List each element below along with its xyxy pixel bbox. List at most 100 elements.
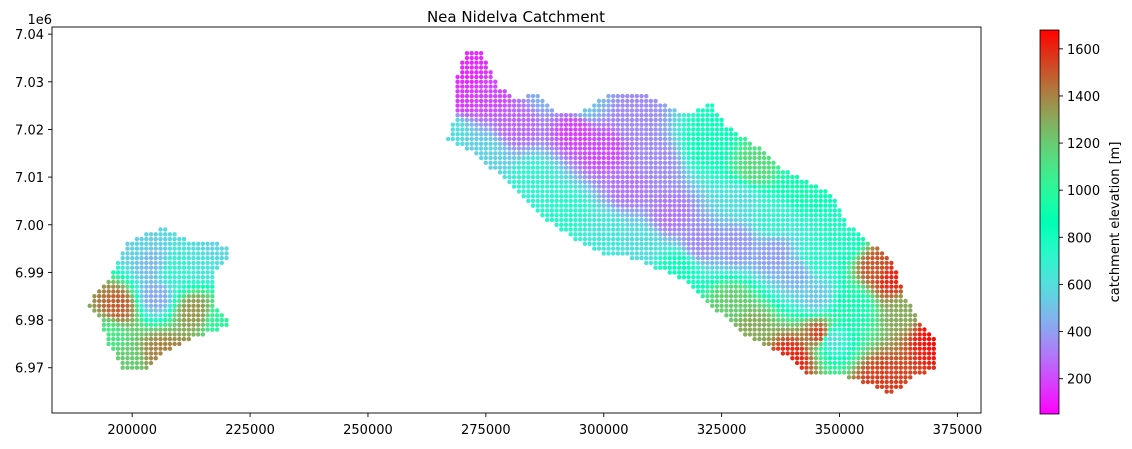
- scatter-point: [144, 317, 149, 323]
- scatter-point: [578, 232, 583, 237]
- scatter-point: [139, 365, 144, 370]
- scatter-point: [813, 317, 819, 323]
- scatter-point: [747, 165, 753, 170]
- scatter-point: [710, 136, 715, 142]
- scatter-point: [521, 155, 526, 161]
- scatter-point: [644, 194, 649, 199]
- scatter-point: [186, 265, 191, 270]
- scatter-point: [172, 336, 177, 342]
- scatter-point: [686, 184, 691, 189]
- x-axis: 200000 225000 250000 275000 300000 325000 3500…: [107, 413, 982, 438]
- scatter-point: [743, 151, 748, 156]
- scatter-point: [445, 136, 451, 142]
- scatter-point: [766, 289, 771, 294]
- scatter-point: [700, 170, 705, 175]
- scatter-point: [629, 246, 635, 251]
- scatter-point: [460, 108, 465, 113]
- scatter-point: [738, 260, 743, 266]
- scatter-point: [827, 279, 833, 285]
- scatter-point: [799, 294, 804, 299]
- scatter-point: [686, 189, 691, 194]
- scatter-point: [224, 255, 229, 261]
- scatter-point: [568, 127, 573, 132]
- scatter-point: [889, 279, 894, 285]
- scatter-point: [163, 251, 168, 256]
- scatter-point: [545, 113, 550, 118]
- scatter-point: [870, 322, 875, 327]
- scatter-point: [804, 356, 809, 361]
- scatter-point: [148, 341, 154, 347]
- scatter-point: [761, 317, 767, 323]
- scatter-point: [483, 103, 488, 108]
- scatter-point: [629, 108, 635, 113]
- scatter-point: [478, 60, 484, 65]
- scatter-point: [653, 227, 658, 232]
- scatter-point: [115, 294, 121, 299]
- scatter-point: [672, 170, 677, 175]
- scatter-point: [761, 236, 767, 242]
- scatter-point: [125, 275, 130, 280]
- scatter-point: [686, 132, 691, 137]
- scatter-point: [568, 184, 573, 189]
- scatter-point: [658, 260, 663, 266]
- scatter-point: [677, 255, 682, 261]
- scatter-point: [606, 141, 611, 146]
- scatter-point: [625, 222, 630, 227]
- scatter-point: [823, 356, 828, 361]
- scatter-point: [681, 270, 687, 275]
- scatter-point: [837, 279, 842, 285]
- scatter-point: [158, 251, 163, 256]
- scatter-point: [483, 60, 488, 65]
- scatter-point: [809, 327, 814, 332]
- scatter-point: [677, 146, 682, 151]
- scatter-point: [738, 294, 743, 299]
- scatter-point: [474, 122, 479, 127]
- scatter-point: [120, 270, 125, 275]
- scatter-point: [163, 303, 168, 308]
- scatter-point: [926, 332, 932, 337]
- scatter-point: [125, 341, 130, 347]
- scatter-point: [592, 246, 597, 251]
- scatter-point: [879, 327, 885, 332]
- scatter-point: [738, 189, 743, 194]
- scatter-point: [540, 108, 545, 113]
- scatter-point: [167, 279, 173, 285]
- scatter-point: [606, 194, 611, 199]
- scatter-point: [827, 275, 833, 280]
- scatter-point: [158, 303, 163, 308]
- scatter-point: [134, 332, 140, 337]
- scatter-point: [785, 184, 790, 189]
- scatter-point: [686, 113, 691, 118]
- scatter-point: [644, 93, 649, 99]
- scatter-point: [785, 246, 790, 251]
- scatter-point: [832, 232, 837, 237]
- scatter-point: [592, 184, 597, 189]
- scatter-point: [502, 103, 507, 108]
- scatter-point: [714, 284, 720, 289]
- scatter-point: [455, 108, 460, 113]
- scatter-point: [794, 317, 800, 323]
- scatter-point: [681, 217, 687, 223]
- scatter-point: [728, 236, 734, 242]
- scatter-point: [186, 327, 191, 332]
- scatter-point: [686, 275, 691, 280]
- scatter-point: [860, 284, 866, 289]
- scatter-point: [667, 141, 672, 146]
- scatter-point: [771, 208, 776, 213]
- scatter-point: [780, 241, 786, 246]
- scatter-point: [662, 232, 668, 237]
- scatter-point: [766, 284, 771, 289]
- scatter-point: [785, 241, 790, 246]
- scatter-point: [186, 270, 191, 275]
- scatter-point: [629, 232, 635, 237]
- scatter-point: [837, 222, 842, 227]
- scatter-point: [818, 189, 823, 194]
- scatter-point: [648, 217, 654, 223]
- scatter-point: [601, 98, 606, 104]
- scatter-point: [757, 146, 762, 151]
- scatter-point: [130, 308, 135, 313]
- scatter-point: [681, 127, 687, 132]
- scatter-point: [733, 236, 738, 242]
- scatter-point: [898, 375, 903, 380]
- scatter-point: [842, 360, 847, 366]
